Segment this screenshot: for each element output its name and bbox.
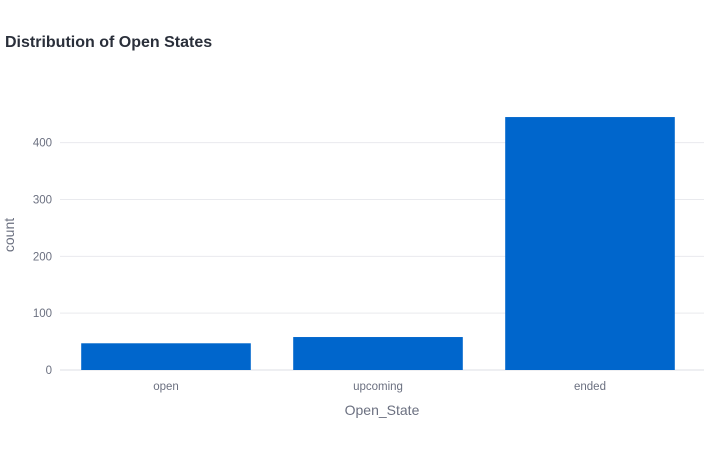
y-axis-ticks: 0 100 200 300 400 (33, 138, 52, 377)
y-tick-label: 0 (46, 365, 52, 377)
x-tick-label: ended (574, 381, 606, 393)
x-axis-ticks: open upcoming ended (153, 381, 606, 393)
bar-upcoming[interactable] (293, 337, 463, 370)
y-tick-label: 200 (33, 251, 52, 263)
bars (81, 117, 675, 370)
x-tick-label: open (153, 381, 179, 393)
bar-ended[interactable] (505, 117, 675, 370)
bar-open[interactable] (81, 343, 251, 370)
y-tick-label: 400 (33, 138, 52, 150)
chart-title: Distribution of Open States (5, 34, 213, 51)
y-axis-title: count (1, 218, 17, 252)
y-tick-label: 300 (33, 194, 52, 206)
y-tick-label: 100 (33, 308, 52, 320)
x-tick-label: upcoming (353, 381, 403, 393)
x-axis-title: Open_State (345, 402, 420, 418)
